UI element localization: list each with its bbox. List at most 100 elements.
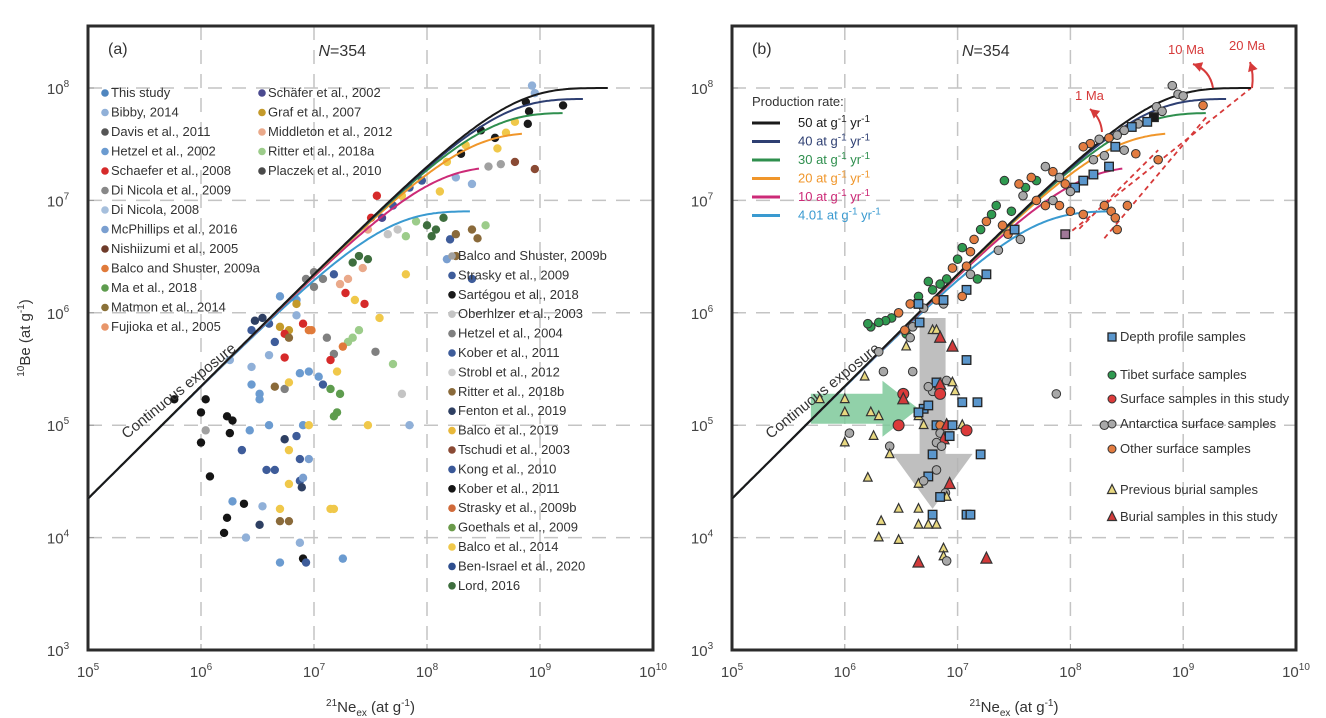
data-point [307, 326, 316, 335]
data-point-circle [941, 556, 952, 566]
legend-a-right-marker [448, 485, 456, 493]
data-point [558, 101, 568, 110]
data-point-circle [936, 441, 947, 452]
data-point-square [935, 491, 946, 502]
data-point [318, 380, 328, 389]
data-point-triangle [943, 476, 957, 490]
data-point [417, 176, 427, 185]
legend-a-left-label: Balco and Shuster, 2009a [111, 261, 261, 276]
data-point-circle [975, 224, 986, 235]
legend-a-left-marker [101, 303, 109, 312]
legend-a-right-label: Balco et al., 2019 [458, 423, 558, 438]
data-point [338, 554, 348, 563]
legend-a-mid-label: Placzek et al., 2010 [268, 163, 381, 178]
data-point [527, 81, 537, 90]
y-tick-label: 103 [47, 641, 70, 660]
legend-a-left-marker [101, 284, 109, 292]
production-rate-label: 4.01 at g-1 yr-1 [798, 207, 881, 223]
data-point-circle [1099, 200, 1110, 211]
legend-a-mid-marker [258, 89, 266, 97]
data-point-circle [878, 366, 889, 377]
data-point-circle [1178, 91, 1188, 101]
data-point [427, 232, 436, 241]
data-point-triangle [912, 554, 925, 568]
data-point [401, 270, 411, 279]
legend-a-right-label: Balco and Shuster, 2009b [458, 248, 607, 263]
legend-a-right-label: Kober et al., 2011 [458, 345, 560, 360]
data-point-square [914, 317, 925, 328]
data-point [270, 382, 280, 391]
data-point-triangle [873, 530, 885, 542]
data-point-square [913, 298, 924, 309]
y-tick-label: 108 [47, 79, 70, 98]
data-point-circle [965, 269, 976, 280]
data-point [196, 438, 206, 447]
data-point [247, 326, 256, 335]
y-tick-label: 105 [691, 416, 714, 435]
data-point-circle [972, 274, 983, 284]
data-point [284, 516, 294, 526]
legend-a-right-marker [448, 562, 456, 571]
legend-a-right-marker [448, 291, 456, 299]
legend-a-right-label: Hetzel et al., 2004 [458, 326, 563, 341]
data-point-circle [1051, 389, 1062, 399]
continuous-exposure-label: Continuous exposure [762, 340, 883, 442]
data-point-circle [993, 245, 1004, 256]
data-point-circle [1054, 172, 1065, 183]
data-point [473, 234, 482, 243]
legend-a-left-label: Fujioka et al., 2005 [111, 319, 221, 334]
legend-a-right-label: Ben-Israel et al., 2020 [458, 558, 585, 573]
data-point-circle [893, 308, 904, 318]
data-point-triangle [875, 514, 887, 526]
data-point [467, 274, 477, 284]
data-point-circle [1018, 190, 1028, 201]
data-point-square [957, 397, 968, 408]
data-point [275, 558, 285, 567]
data-point [388, 359, 398, 369]
data-point-circle [899, 325, 910, 336]
production-rate-label: 10 at g-1 yr-1 [798, 188, 870, 204]
data-point [255, 520, 264, 529]
curve-50 [87, 87, 608, 500]
data-point-circle [892, 419, 905, 432]
x-tick-label: 1010 [639, 662, 667, 681]
legend-a-right-label: Strasky et al., 2009 [458, 267, 569, 282]
data-point-circle [905, 299, 915, 309]
data-point [275, 504, 285, 514]
legend-a-right-marker [448, 329, 456, 338]
isochron-arrow-10ma [1192, 63, 1214, 89]
data-point [314, 372, 323, 381]
data-point-square [1078, 175, 1089, 186]
plot-frame [730, 24, 1298, 652]
legend-a-left-marker [101, 225, 109, 234]
data-point-square [961, 284, 972, 295]
data-point [284, 445, 294, 455]
data-point-circle [1015, 234, 1026, 245]
data-point-circle [1099, 150, 1110, 161]
data-point [239, 499, 249, 508]
data-point [247, 380, 256, 389]
data-point [363, 254, 373, 264]
data-point-circle [957, 242, 968, 253]
data-point-square [1110, 141, 1121, 152]
data-point [201, 426, 210, 435]
sample-legend-label: Tibet surface samples [1120, 367, 1247, 382]
legend-a-right-marker [448, 446, 456, 454]
legend-a-left-label: Hetzel et al., 2002 [111, 144, 216, 159]
data-point [292, 311, 301, 320]
data-point [343, 274, 353, 284]
gray-downward-arrow [892, 317, 973, 509]
data-point [301, 558, 311, 567]
data-point-circle [997, 220, 1008, 231]
x-axis-label: 21Neex (at g-1) [326, 698, 415, 718]
sample-count-label: N=354 [962, 43, 1010, 60]
data-point-square [923, 400, 934, 411]
data-point-square [927, 449, 938, 460]
data-point-triangle [923, 518, 934, 529]
data-point-circle [1014, 179, 1024, 189]
data-point [295, 369, 305, 378]
data-point [250, 316, 260, 325]
data-point [348, 258, 357, 267]
data-point-circle [1006, 206, 1017, 217]
data-point-square [944, 431, 955, 442]
